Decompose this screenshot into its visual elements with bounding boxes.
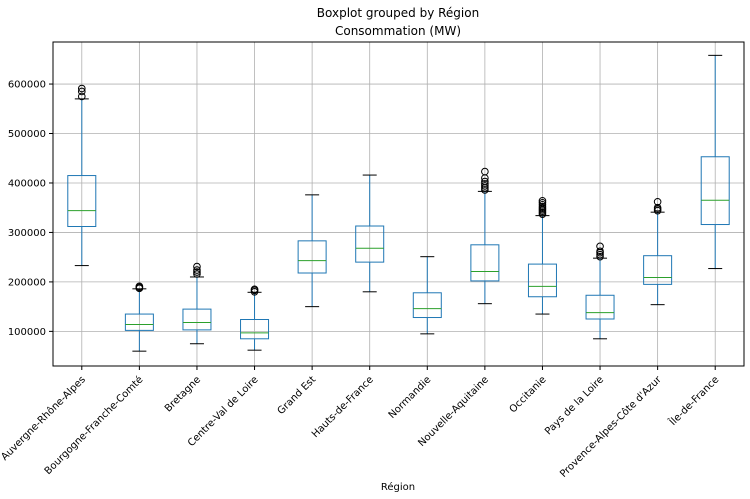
box-iqr — [67, 175, 97, 228]
box-iqr — [355, 225, 385, 263]
flier-point — [193, 268, 201, 276]
y-tick-label: 500000 — [8, 129, 46, 140]
box-iqr — [527, 263, 557, 298]
x-tick-label: Bretagne — [163, 374, 203, 414]
flier-point — [77, 84, 86, 93]
box-2 — [124, 282, 154, 352]
box-12 — [700, 54, 730, 270]
box-iqr — [240, 319, 270, 340]
flier-point — [481, 167, 489, 176]
box-iqr — [182, 308, 212, 331]
y-tick-label: 300000 — [8, 228, 46, 239]
box-iqr — [470, 244, 500, 282]
flier-point — [596, 247, 604, 256]
flier-point — [653, 197, 662, 206]
flier-point — [193, 262, 201, 271]
chart-suptitle: Boxplot grouped by Région — [317, 6, 479, 20]
boxes-layer — [67, 54, 730, 352]
y-tick-label: 600000 — [8, 80, 46, 91]
x-tick-label: Grand Est — [276, 374, 319, 417]
box-iqr — [412, 292, 442, 319]
x-tick-label: Pays de la Loire — [543, 374, 606, 437]
y-axis: 100000 200000 300000 400000 500000 600000 — [8, 80, 53, 338]
x-tick-label: Bourgogne-Franche-Comté — [42, 374, 145, 477]
x-tick-label: Normandie — [387, 374, 434, 421]
chart-title: Consommation (MW) — [335, 24, 461, 38]
flier-point — [481, 182, 489, 190]
flier-point — [538, 200, 547, 209]
x-tick-label: Île-de-France — [666, 373, 722, 429]
box-7 — [412, 256, 442, 335]
flier-point — [135, 282, 144, 291]
flier-point — [538, 198, 547, 207]
plot-frame — [52, 41, 745, 367]
box-iqr — [585, 294, 615, 320]
box-4 — [240, 285, 270, 351]
flier-point — [653, 203, 662, 212]
box-11 — [643, 197, 673, 306]
box-9 — [527, 196, 557, 315]
y-tick-label: 400000 — [8, 178, 46, 189]
box-iqr — [643, 255, 673, 285]
flier-point — [596, 252, 604, 261]
y-tick-label: 200000 — [8, 277, 46, 288]
flier-point — [193, 266, 201, 274]
y-tick-label: 100000 — [8, 327, 46, 338]
flier-point — [193, 270, 201, 278]
x-tick-label: Occitanie — [508, 374, 549, 415]
flier-point — [596, 242, 604, 251]
box-6 — [355, 174, 385, 293]
flier-point — [481, 186, 489, 194]
flier-point — [538, 196, 547, 205]
box-1 — [67, 84, 97, 267]
box-8 — [470, 167, 500, 305]
flier-point — [77, 92, 86, 101]
box-3 — [182, 262, 212, 345]
box-iqr — [700, 156, 730, 226]
flier-point — [77, 87, 86, 96]
flier-point — [250, 285, 259, 294]
box-5 — [297, 194, 327, 308]
flier-point — [481, 177, 489, 186]
x-tick-label: Hauts-de-France — [310, 374, 376, 440]
flier-point — [481, 180, 489, 188]
box-10 — [585, 242, 615, 340]
grid-lines — [53, 42, 744, 366]
flier-point — [596, 250, 604, 259]
x-tick-label: Provence-Alpes-Côte d'Azur — [558, 373, 665, 480]
flier-point — [538, 202, 547, 211]
box-iqr — [297, 240, 327, 274]
x-axis-label: Région — [381, 481, 415, 493]
x-axis: Auvergne-Rhône-AlpesBourgogne-Franche-Co… — [0, 366, 721, 480]
box-iqr — [124, 313, 154, 331]
